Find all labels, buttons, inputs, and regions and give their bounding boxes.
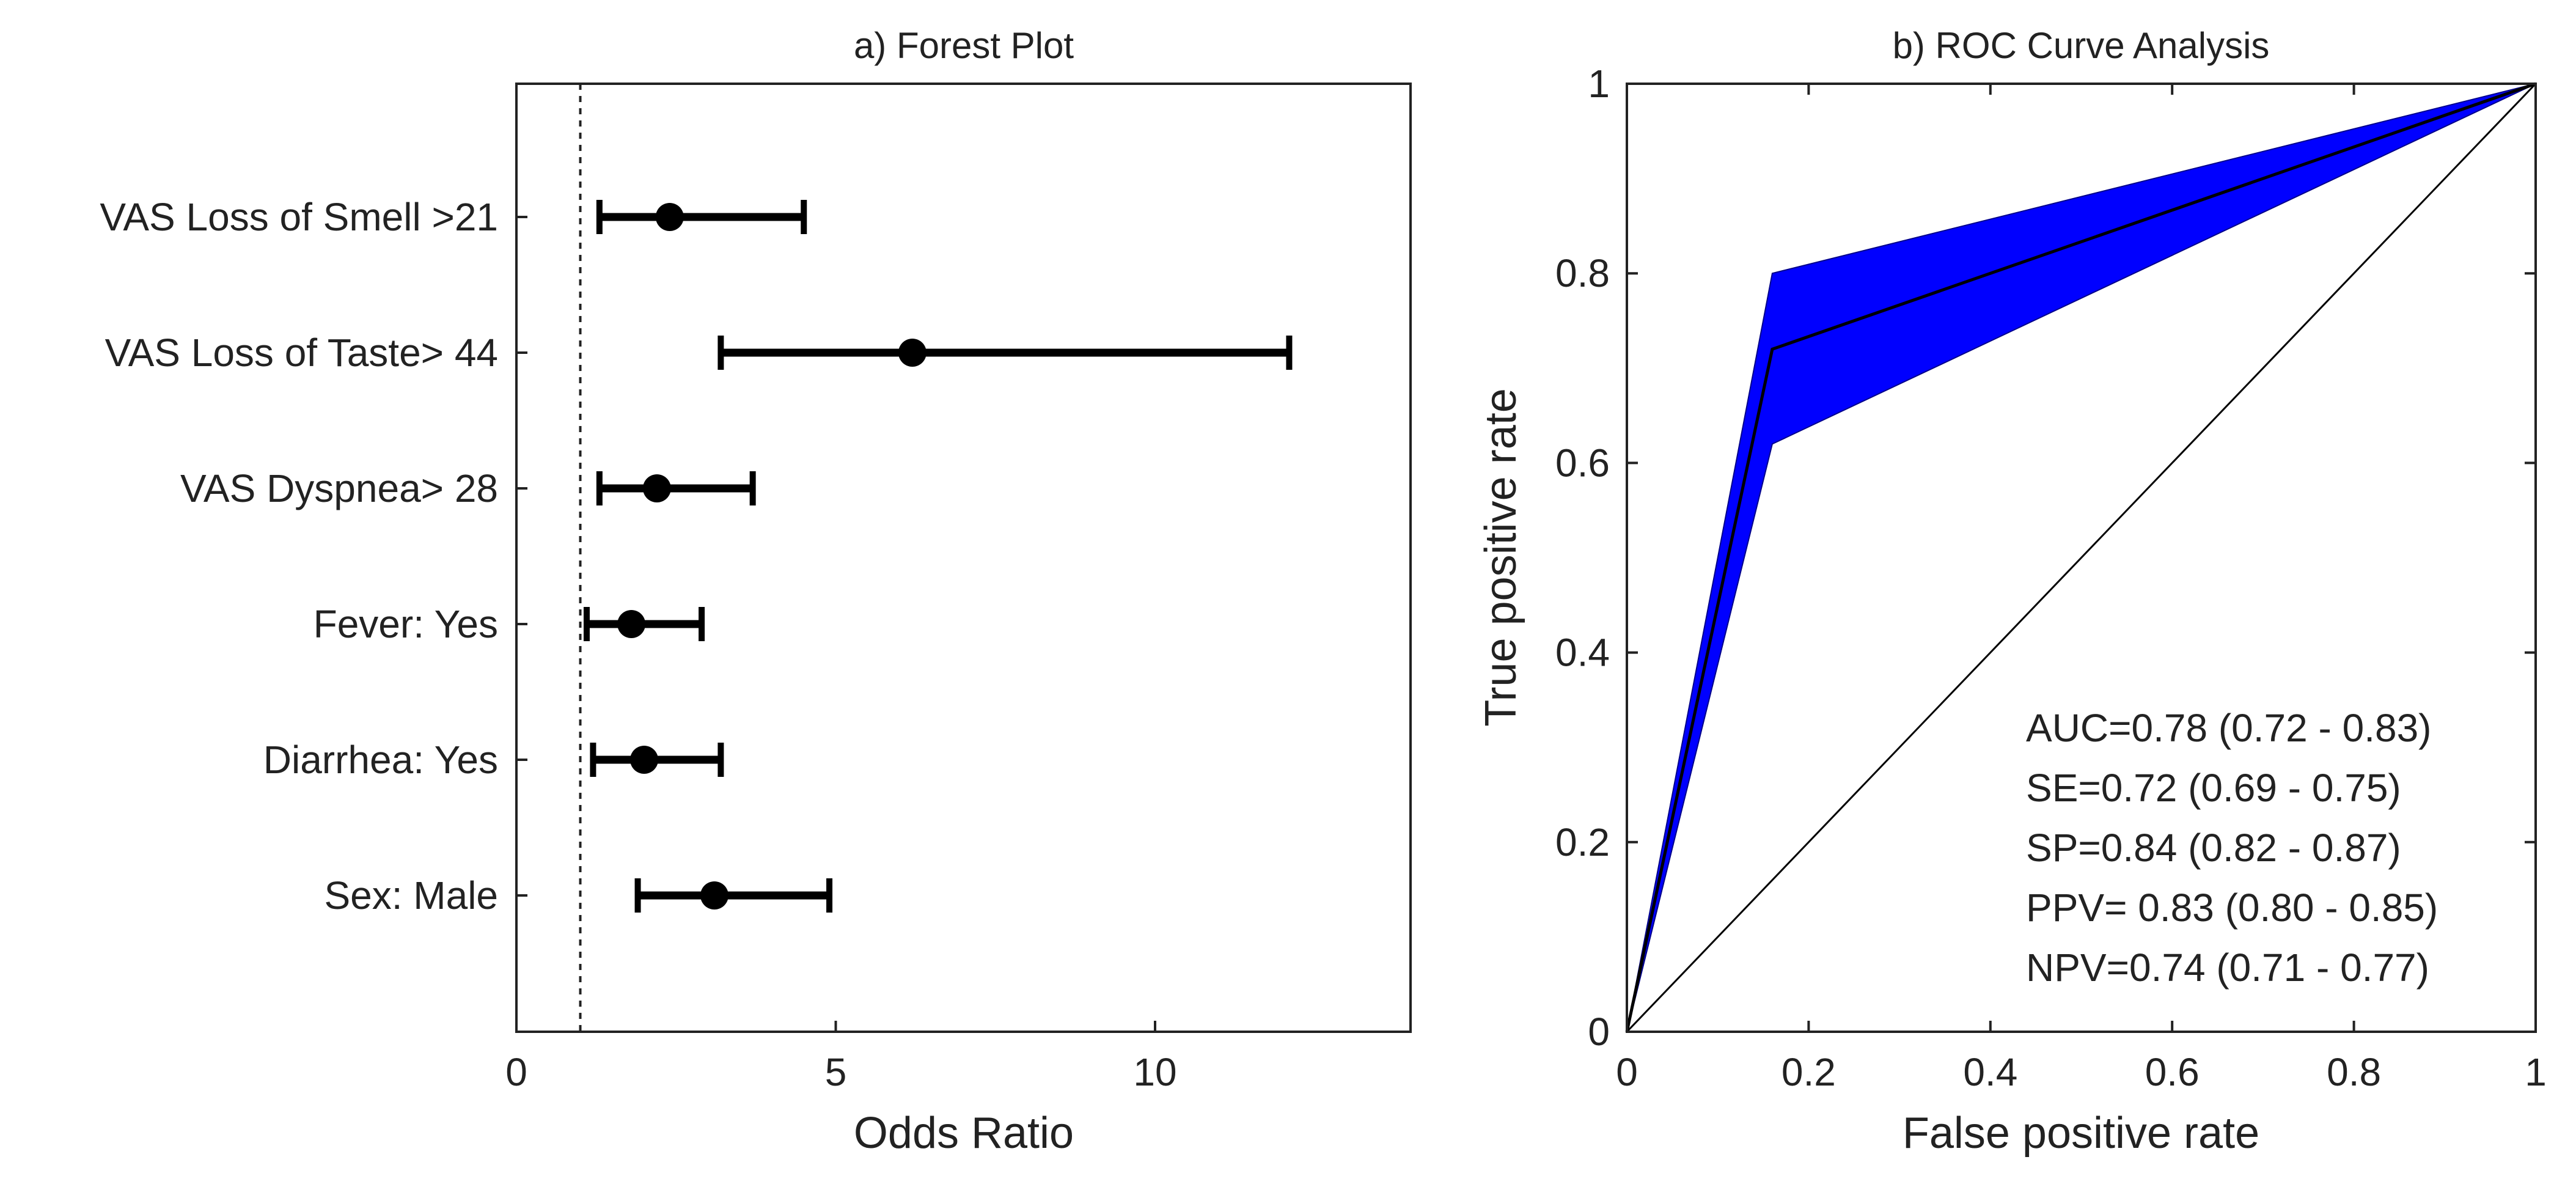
forest-plot-panel: a) Forest Plot 0 5 10 VAS Loss of Smell >21…	[100, 25, 1412, 1158]
y-tick-label: 0.8	[1555, 251, 1610, 295]
row-label: VAS Loss of Smell >21	[100, 195, 498, 239]
y-tick-label: 0	[1588, 1010, 1610, 1054]
roc-statistic-line: AUC=0.78 (0.72 - 0.83)	[2026, 706, 2431, 750]
y-tick-label: 0.4	[1555, 631, 1610, 675]
row-label: VAS Loss of Taste> 44	[105, 331, 498, 375]
roc-title: b) ROC Curve Analysis	[1893, 25, 2270, 66]
forest-title: a) Forest Plot	[854, 25, 1074, 66]
y-tick-label: 0.2	[1555, 820, 1610, 864]
roc-statistic-line: NPV=0.74 (0.71 - 0.77)	[2026, 946, 2429, 990]
y-tick-label: 0.6	[1555, 441, 1610, 485]
odds-ratio-point	[898, 339, 927, 367]
forest-xlabel: Odds Ratio	[854, 1109, 1074, 1158]
roc-plot-area: 0 0.2 0.4 0.6 0.8 1 0 0.2 0.4 0.6 0.8 1	[1555, 62, 2547, 1094]
x-tick-label: 5	[825, 1050, 847, 1094]
x-tick-label: 0.6	[2145, 1050, 2200, 1094]
roc-statistic-line: SP=0.84 (0.82 - 0.87)	[2026, 826, 2401, 870]
row-label: Fever: Yes	[314, 602, 498, 646]
row-label: VAS Dyspnea> 28	[180, 466, 498, 510]
roc-curve-line	[1625, 82, 2536, 1032]
x-tick-label: 0.4	[1963, 1050, 2017, 1094]
chance-diagonal-line	[1626, 83, 2537, 1033]
x-tick-label: 0	[505, 1050, 527, 1094]
x-tick-label: 10	[1133, 1050, 1176, 1094]
x-tick-label: 1	[2525, 1050, 2547, 1094]
x-tick-label: 0.2	[1782, 1050, 1836, 1094]
roc-frame	[1626, 83, 2537, 1033]
x-tick-label: 0	[1616, 1050, 1638, 1094]
row-label: Sex: Male	[324, 873, 498, 917]
odds-ratio-point	[655, 203, 684, 231]
x-tick-label: 0.8	[2327, 1050, 2381, 1094]
roc-ylabel: True positive rate	[1477, 388, 1525, 727]
y-tick-label: 1	[1588, 62, 1610, 106]
odds-ratio-point	[700, 881, 728, 910]
roc-xlabel: False positive rate	[1903, 1109, 2259, 1158]
roc-statistic-line: PPV= 0.83 (0.80 - 0.85)	[2026, 886, 2438, 930]
roc-curve-panel: b) ROC Curve Analysis 0 0.2 0.4 0.6 0.8 1 0 0.2…	[1477, 25, 2547, 1158]
odds-ratio-point	[617, 610, 646, 638]
row-label: Diarrhea: Yes	[263, 738, 498, 782]
roc-statistic-line: SE=0.72 (0.69 - 0.75)	[2026, 766, 2401, 810]
roc-statistics-legend: AUC=0.78 (0.72 - 0.83) SE=0.72 (0.69 - 0.…	[2026, 706, 2438, 990]
odds-ratio-point	[630, 746, 658, 774]
odds-ratio-point	[642, 474, 671, 502]
forest-frame	[515, 83, 1412, 1033]
forest-plot-area: 0 5 10 VAS Loss of Smell >21 VAS Loss of Tas…	[100, 84, 1293, 1094]
